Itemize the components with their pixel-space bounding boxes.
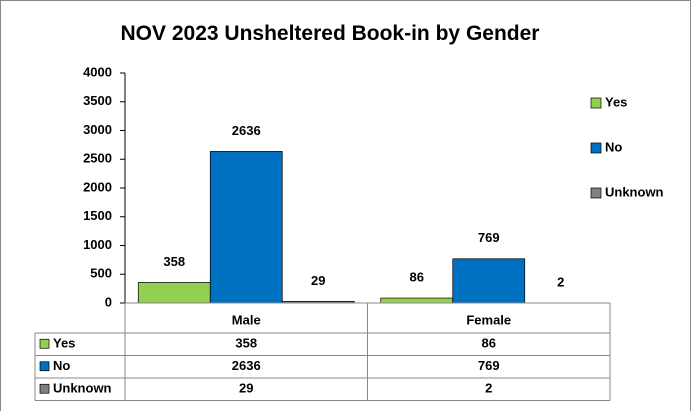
table-row-label: No: [53, 358, 70, 373]
table-legend-swatch: [39, 338, 50, 349]
y-tick-label: 3000: [83, 122, 112, 137]
legend-swatch: [590, 187, 602, 199]
y-tick-label: 3500: [83, 93, 112, 108]
data-label: 86: [410, 269, 424, 284]
table-legend-swatch: [39, 383, 50, 394]
table-cell: 358: [235, 336, 257, 351]
data-label: 358: [163, 254, 185, 269]
table-cell: 86: [482, 336, 496, 351]
y-tick-label: 4000: [83, 64, 112, 79]
bar: [137, 282, 211, 304]
chart-title: NOV 2023 Unsheltered Book-in by Gender: [120, 22, 540, 45]
y-tick-label: 1500: [83, 208, 112, 223]
data-label: 29: [311, 273, 325, 288]
y-tick-label: 500: [90, 266, 112, 281]
bar: [209, 151, 283, 304]
legend-swatch: [590, 142, 602, 154]
y-tick-label: 2000: [83, 179, 112, 194]
legend-label: No: [605, 139, 622, 154]
data-label: 2: [557, 274, 564, 289]
x-tick-label: Male: [232, 312, 261, 327]
table-cell: 769: [478, 358, 500, 373]
y-tick-label: 0: [105, 294, 112, 309]
x-tick-label: Female: [466, 312, 511, 327]
legend-label: Yes: [605, 94, 627, 109]
legend-label: Unknown: [605, 184, 664, 199]
data-label: 769: [478, 230, 500, 245]
y-tick-label: 2500: [83, 151, 112, 166]
legend-swatch: [590, 97, 602, 109]
table-legend-swatch: [39, 361, 50, 372]
table-cell: 29: [239, 381, 253, 396]
bar: [452, 258, 526, 304]
table-row-label: Unknown: [53, 381, 112, 396]
data-label: 2636: [232, 123, 261, 138]
table-row-label: Yes: [53, 336, 75, 351]
bar: [380, 297, 454, 304]
y-tick-label: 1000: [83, 237, 112, 252]
table-cell: 2: [485, 381, 492, 396]
table-cell: 2636: [232, 358, 261, 373]
